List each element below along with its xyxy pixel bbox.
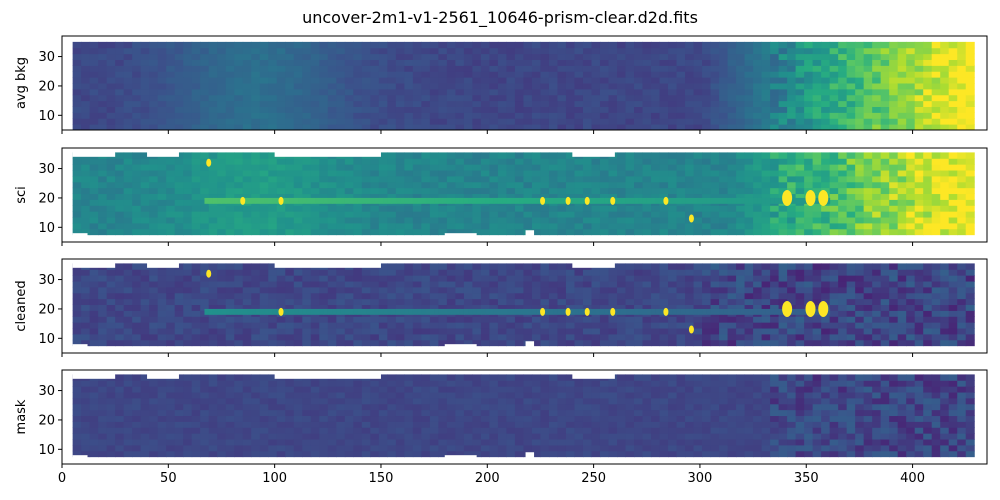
emission-blob (610, 196, 616, 205)
axes-frame (61, 35, 988, 131)
y-axis-label: avg bkg (14, 57, 29, 109)
x-tick-label: 300 (688, 471, 713, 486)
y-axis-label: mask (14, 399, 29, 434)
y-tick-label: 20 (38, 191, 55, 206)
heatmap-image (62, 148, 987, 242)
emission-blob (584, 196, 590, 205)
emission-blob (688, 325, 694, 334)
x-tick-label: 100 (262, 471, 287, 486)
y-tick-label: 30 (38, 162, 55, 177)
x-tick-label: 250 (581, 471, 606, 486)
x-tick-label: 350 (794, 471, 819, 486)
emission-blob (805, 300, 816, 317)
panel-cleaned: 10 20 30 cleaned (14, 258, 988, 357)
emission-blob (540, 307, 546, 316)
emission-blob (240, 196, 246, 205)
emission-blob (206, 269, 212, 278)
panel-avg-bkg: 10 20 30 avg bkg (14, 35, 988, 134)
x-tick-label: 0 (58, 471, 66, 486)
emission-blob (610, 307, 616, 316)
emission-blob (663, 307, 669, 316)
x-tick-label: 50 (160, 471, 177, 486)
panel-sci: 10 20 30 sci (14, 147, 988, 246)
emission-blob (565, 307, 571, 316)
axes-frame (61, 258, 988, 354)
emission-blob (278, 196, 284, 205)
heatmap-image (62, 370, 987, 464)
emission-blob (818, 189, 829, 206)
emission-blob (688, 214, 694, 223)
y-tick-label: 20 (38, 302, 55, 317)
emission-blob (805, 189, 816, 206)
y-tick-label: 10 (38, 332, 55, 347)
y-tick-label: 20 (38, 79, 55, 94)
emission-blob (818, 300, 829, 317)
y-tick-label: 10 (38, 109, 55, 124)
emission-blob (782, 300, 793, 317)
emission-blob (565, 196, 571, 205)
emission-blob (206, 158, 212, 167)
y-tick-label: 30 (38, 273, 55, 288)
x-tick-label: 400 (900, 471, 925, 486)
heatmap-image (62, 259, 987, 353)
axes-frame (61, 369, 988, 465)
emission-blob (584, 307, 590, 316)
axes-frame (61, 147, 988, 243)
emission-blob (663, 196, 669, 205)
x-tick-label: 200 (475, 471, 500, 486)
x-tick-label: 150 (369, 471, 394, 486)
y-tick-label: 10 (38, 443, 55, 458)
y-tick-label: 30 (38, 384, 55, 399)
figure-title: uncover-2m1-v1-2561_10646-prism-clear.d2… (302, 8, 698, 27)
y-tick-label: 20 (38, 413, 55, 428)
emission-blob (540, 196, 546, 205)
emission-blob (782, 189, 793, 206)
y-axis-label: cleaned (14, 280, 29, 331)
y-tick-label: 30 (38, 50, 55, 65)
emission-blob (278, 307, 284, 316)
y-axis-label: sci (14, 186, 29, 204)
heatmap-image (62, 36, 987, 130)
y-tick-label: 10 (38, 221, 55, 236)
